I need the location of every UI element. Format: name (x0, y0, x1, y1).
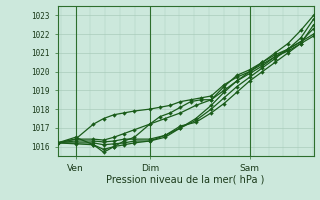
X-axis label: Pression niveau de la mer( hPa ): Pression niveau de la mer( hPa ) (107, 174, 265, 184)
